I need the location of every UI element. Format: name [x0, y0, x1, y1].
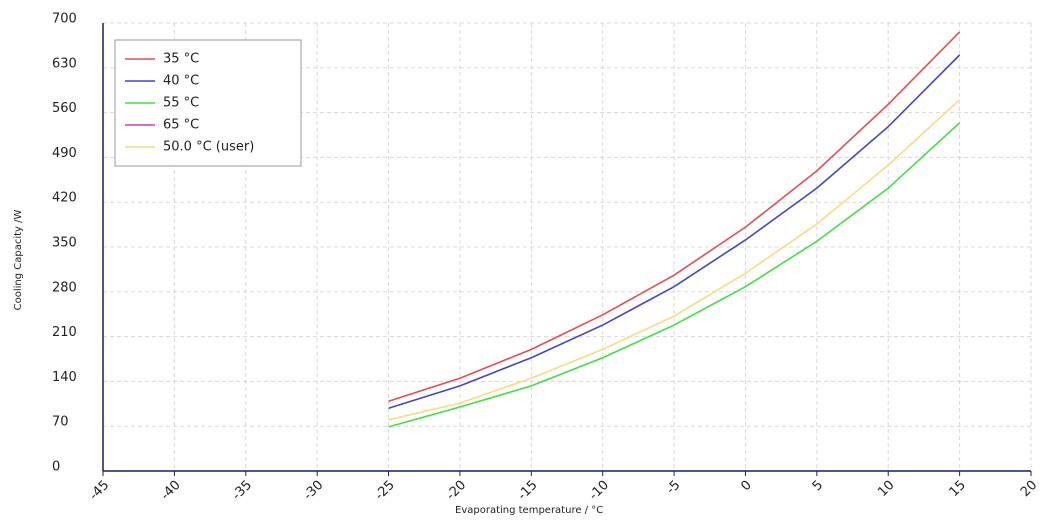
x-tick-label: 15: [947, 478, 969, 500]
y-tick-label: 70: [52, 415, 69, 430]
x-tick-label: -20: [444, 478, 470, 504]
y-tick-label: 490: [52, 146, 77, 161]
legend-label: 50.0 °C (user): [163, 140, 254, 155]
line: [388, 99, 961, 421]
legend-label: 35 °C: [163, 52, 199, 67]
x-tick-label: -10: [586, 478, 612, 504]
x-tick-label: 10: [875, 478, 897, 500]
y-tick-label: 210: [52, 325, 77, 340]
y-tick-label: 630: [52, 56, 77, 71]
y-tick-label: 560: [52, 101, 77, 116]
x-tick-label: -40: [158, 478, 184, 504]
y-axis-label: Cooling Capacity /W: [13, 210, 24, 311]
x-tick-label: 0: [738, 478, 754, 494]
y-tick-label: 140: [52, 370, 77, 385]
y-tick-label: 420: [52, 191, 77, 206]
y-tick-label: 350: [52, 236, 77, 251]
line: [388, 122, 961, 428]
x-tick-label: 20: [1018, 478, 1040, 500]
line: [388, 54, 961, 410]
x-tick-label: 5: [810, 478, 826, 494]
x-tick-label: -30: [301, 478, 327, 504]
x-tick-label: -15: [515, 478, 541, 504]
y-tick-label: 280: [52, 280, 77, 295]
x-tick-label: -5: [664, 478, 684, 498]
x-tick-label: -25: [372, 478, 398, 504]
y-tick-label: 700: [52, 12, 77, 27]
legend-label: 55 °C: [163, 96, 199, 111]
legend-label: 40 °C: [163, 74, 199, 89]
x-axis-label: Evaporating temperature / °C: [455, 505, 603, 516]
legend-label: 65 °C: [163, 118, 199, 133]
x-tick-label: -35: [229, 478, 255, 504]
x-tick-label: -45: [87, 478, 113, 504]
line: [388, 31, 961, 403]
y-tick-label: 0: [52, 460, 60, 475]
